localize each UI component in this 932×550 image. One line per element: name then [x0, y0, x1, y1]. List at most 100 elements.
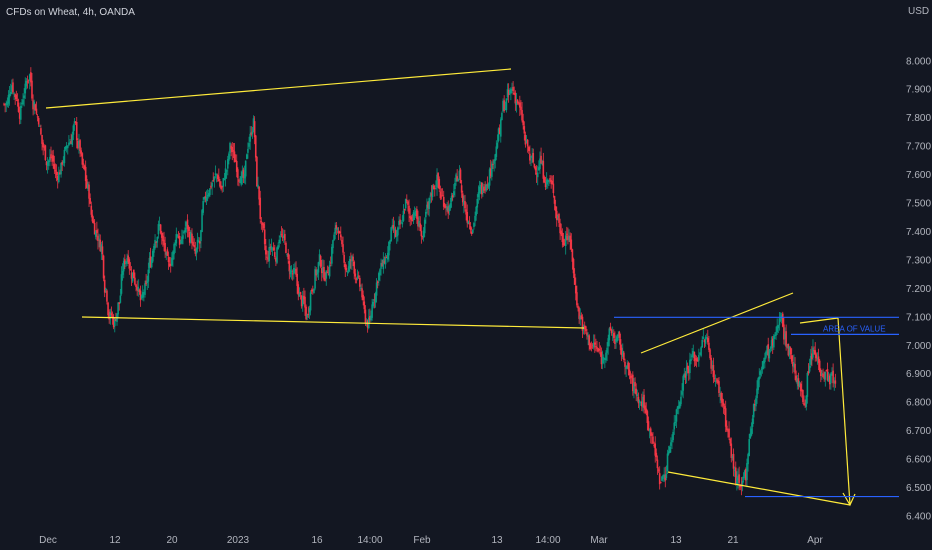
candle-body [341, 240, 343, 245]
candle-body [285, 242, 287, 253]
candle-body [64, 146, 67, 150]
candle-body [567, 235, 569, 240]
candle-body [152, 250, 154, 262]
candle-body [473, 223, 475, 228]
candle-body [698, 355, 700, 361]
candle-body [635, 388, 637, 395]
candle-body [149, 256, 152, 267]
y-tick-label: 7.400 [906, 227, 931, 238]
candle-body [269, 246, 272, 248]
candle-body [453, 191, 455, 196]
candle-body [459, 169, 462, 184]
candle-body [692, 350, 695, 357]
candle-body [807, 371, 810, 374]
candle-body [72, 125, 75, 135]
candle-body [583, 325, 586, 329]
x-axis-ticks: Dec 12 20 2023 16 14:00 Feb 13 14:00 Mar 13 21 Apr [39, 535, 823, 546]
candle-body [70, 141, 72, 144]
candle-body [730, 443, 733, 458]
candle-body [632, 374, 634, 392]
candle-body [729, 438, 731, 444]
candle-body [125, 261, 127, 264]
candle-body [280, 234, 283, 236]
candle-body [821, 373, 823, 375]
candle-body [722, 402, 725, 406]
candle-body [260, 221, 263, 223]
candle-body [790, 355, 793, 362]
candle-body [500, 119, 502, 137]
candle-body [680, 396, 682, 405]
candle-body [484, 189, 486, 191]
candle-body [736, 477, 738, 485]
candle-body [229, 142, 231, 153]
candle-body [460, 185, 463, 193]
candle-body [173, 244, 175, 255]
y-tick-label: 6.600 [906, 455, 931, 466]
candle-body [626, 365, 629, 369]
candle-body [475, 206, 477, 216]
y-tick-label: 7.000 [906, 341, 931, 352]
candle-body [215, 174, 218, 176]
candle-body [251, 131, 254, 135]
candle-body [596, 346, 598, 349]
candle-body [383, 260, 386, 264]
candle-body [421, 235, 424, 237]
candle-body [666, 453, 669, 472]
candle-body [806, 372, 809, 397]
candle-body [153, 245, 155, 253]
candle-body [792, 362, 794, 367]
candle-body [258, 186, 260, 200]
candle-body [478, 186, 481, 194]
candle-body [418, 220, 420, 227]
candle-body [446, 206, 448, 211]
candle-body [252, 118, 255, 132]
candle-body [629, 375, 632, 379]
candle-body [394, 230, 397, 237]
candle-body [463, 201, 465, 205]
candle-body [563, 242, 566, 246]
candle-body [420, 230, 423, 237]
candle-body [31, 80, 33, 99]
candle-body [182, 235, 184, 239]
candle-body [138, 289, 141, 293]
candle-body [461, 193, 464, 203]
candle-body [636, 394, 639, 397]
candle-body [320, 267, 323, 274]
candle-body [333, 234, 335, 241]
candle-body [543, 177, 546, 183]
candle-body [625, 367, 627, 369]
candle-body [354, 273, 357, 277]
candle-body [331, 246, 333, 264]
candle-body [360, 287, 362, 289]
candle-body [656, 459, 659, 469]
candle-body [466, 211, 469, 223]
candle-body [765, 351, 767, 358]
candle-body [22, 99, 24, 105]
candle-body [445, 206, 447, 208]
candle-body [7, 94, 10, 104]
candle-body [409, 216, 411, 219]
candle-body [249, 133, 251, 142]
candle-body [17, 102, 20, 112]
candle-body [538, 167, 540, 171]
candle-body [101, 246, 104, 255]
candle-body [147, 269, 150, 282]
candle-body [397, 227, 399, 236]
candle-body [222, 178, 225, 187]
candle-body [705, 336, 708, 338]
candle-body [580, 315, 583, 320]
candle-body [111, 315, 114, 318]
candle-body [62, 161, 65, 163]
candle-body [709, 349, 711, 359]
candle-body [404, 198, 407, 209]
candle-body [670, 442, 672, 446]
candle-body [762, 360, 765, 364]
candle-body [750, 428, 753, 436]
candle-body [146, 280, 149, 284]
candle-body [756, 388, 758, 399]
candle-body [798, 381, 801, 388]
candle-body [679, 401, 681, 409]
y-tick-label: 7.100 [906, 312, 931, 323]
candle-body [444, 204, 446, 208]
